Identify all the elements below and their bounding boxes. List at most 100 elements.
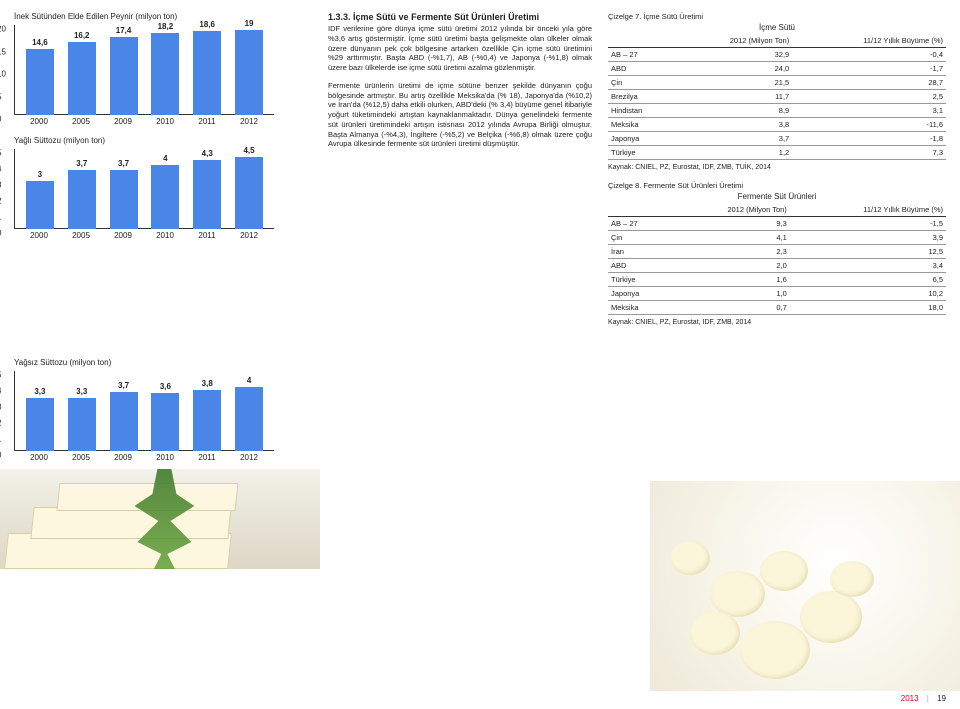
table-row: Türkiye1,27,3 (608, 146, 946, 160)
table-cell: 24,0 (675, 62, 792, 76)
table-row: Meksika3,8-11,6 (608, 118, 946, 132)
table-row: Türkiye1,66,5 (608, 273, 946, 287)
chart-whole-powder: Yağsız Süttozu (milyon ton) 0123453,33,3… (14, 358, 274, 462)
x-category: 2012 (232, 231, 266, 240)
bar-rect (193, 390, 221, 451)
x-category: 2010 (148, 231, 182, 240)
table-cell: 28,7 (792, 76, 946, 90)
bar-rect (235, 387, 263, 451)
x-category: 2012 (232, 453, 266, 462)
section-title-text: İçme Sütü ve Fermente Süt Ürünleri Üreti… (353, 12, 539, 22)
cheese-photo-band (0, 469, 320, 569)
x-category: 2011 (190, 117, 224, 126)
bar-value-label: 3,7 (76, 159, 87, 168)
table-row: Japonya1,010,2 (608, 287, 946, 301)
table-cell: 18,0 (790, 301, 946, 315)
table7-caption: Çizelge 7. İçme Sütü Üretimi (608, 12, 946, 21)
table-cell: 1,2 (675, 146, 792, 160)
bar-rect (68, 170, 96, 229)
paragraph-1: IDF verilerine göre dünya içme sütü üret… (328, 24, 592, 73)
table-cell: AB – 27 (608, 217, 671, 231)
bar-value-label: 4 (247, 376, 251, 385)
bar-value-label: 3 (38, 170, 42, 179)
x-category: 2005 (64, 231, 98, 240)
table-cell: -1,8 (792, 132, 946, 146)
bar: 17,4 (107, 26, 141, 115)
bar: 4,3 (190, 149, 224, 229)
cottage-cheese-photo (650, 481, 960, 691)
x-category: 2009 (106, 453, 140, 462)
table-cell: Meksika (608, 301, 671, 315)
bar-value-label: 3,3 (34, 387, 45, 396)
table-cell: 12,5 (790, 245, 946, 259)
table-row: ABD24,0-1,7 (608, 62, 946, 76)
bar-rect (151, 393, 179, 451)
table-cell: Hindistan (608, 104, 675, 118)
table-cell: 3,7 (675, 132, 792, 146)
table-cell: 8,9 (675, 104, 792, 118)
y-tick: 1 (0, 435, 1, 444)
bar: 3,3 (65, 387, 99, 451)
table-row: Brezilya11,72,5 (608, 90, 946, 104)
section-heading: 1.3.3. İçme Sütü ve Fermente Süt Ürünler… (328, 12, 592, 22)
bar-rect (235, 30, 263, 116)
chart-skim-powder: Yağlı Süttozu (milyon ton) 01234533,73,7… (14, 136, 274, 240)
table-cell: 32,9 (675, 48, 792, 62)
table-cell: Türkiye (608, 146, 675, 160)
table-cell: 9,3 (671, 217, 790, 231)
x-category: 2011 (190, 231, 224, 240)
table8-caption: Çizelge 8. Fermente Süt Ürünleri Üretimi (608, 181, 946, 190)
table-cell: Japonya (608, 287, 671, 301)
bar: 3,3 (23, 387, 57, 451)
table-cell: 1,0 (671, 287, 790, 301)
table-row: Çin21,528,7 (608, 76, 946, 90)
bar-rect (110, 170, 138, 229)
table-cell: 1,6 (671, 273, 790, 287)
bar: 4 (148, 154, 182, 229)
bar-rect (193, 160, 221, 229)
table-cell: 21,5 (675, 76, 792, 90)
bar-value-label: 19 (245, 19, 254, 28)
bar: 3,7 (65, 159, 99, 229)
x-category: 2000 (22, 453, 56, 462)
bar-value-label: 4,3 (202, 149, 213, 158)
y-tick: 4 (0, 387, 1, 396)
bar-rect (110, 37, 138, 115)
bar: 16,2 (65, 31, 99, 115)
table-cell: 6,5 (790, 273, 946, 287)
table-row: AB – 279,3-1,5 (608, 217, 946, 231)
footer-year: 2013 (901, 694, 919, 703)
bar: 3,6 (148, 382, 182, 451)
x-category: 2012 (232, 117, 266, 126)
y-tick: 0 (0, 115, 1, 124)
table-cell: 10,2 (790, 287, 946, 301)
table-row: Çin4,13,9 (608, 231, 946, 245)
table-cell: -1,7 (792, 62, 946, 76)
footer-separator: | (927, 694, 929, 703)
bar: 19 (232, 19, 266, 116)
bar-value-label: 3,7 (118, 159, 129, 168)
bar-rect (26, 49, 54, 115)
bar-rect (26, 181, 54, 229)
x-category: 2010 (148, 453, 182, 462)
table8-col1: 2012 (Milyon Ton) (671, 203, 790, 217)
x-category: 2000 (22, 231, 56, 240)
y-tick: 3 (0, 181, 1, 190)
table-cell: Japonya (608, 132, 675, 146)
bar: 18,6 (190, 20, 224, 115)
x-category: 2009 (106, 117, 140, 126)
bar: 3,7 (107, 381, 141, 451)
y-tick: 2 (0, 419, 1, 428)
table7-super: İçme Sütü (608, 23, 946, 32)
y-tick: 4 (0, 165, 1, 174)
table7-col1: 2012 (Milyon Ton) (675, 34, 792, 48)
y-tick: 15 (0, 47, 6, 56)
table-cell: 2,5 (792, 90, 946, 104)
table-cell: 2,0 (671, 259, 790, 273)
y-tick: 5 (0, 92, 1, 101)
bar: 3,7 (107, 159, 141, 229)
table-cell: 3,9 (790, 231, 946, 245)
bar: 3,8 (190, 379, 224, 451)
bar-rect (110, 392, 138, 451)
chart-whole-title: Yağsız Süttozu (milyon ton) (14, 358, 274, 367)
